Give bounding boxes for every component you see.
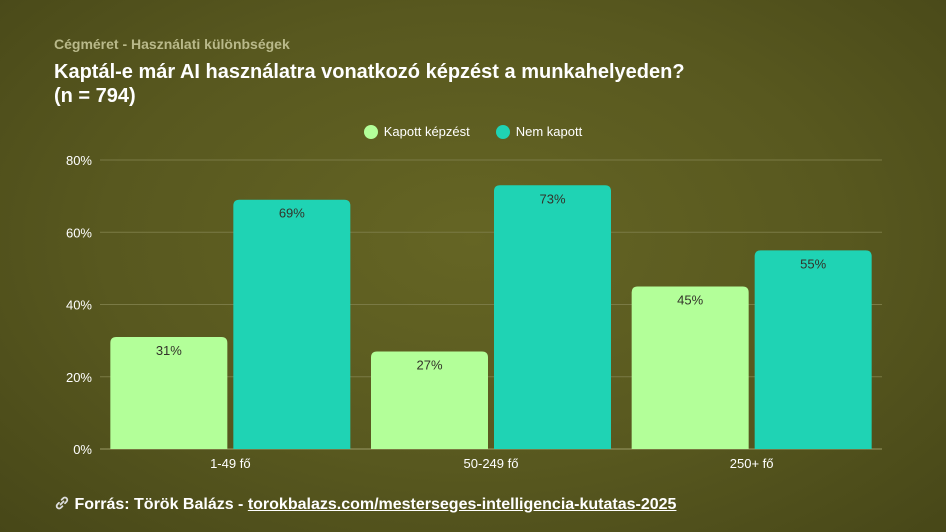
bar (233, 199, 351, 449)
data-label: 69% (279, 206, 305, 221)
legend-item-kapott: Kapott képzést (363, 124, 470, 139)
y-tick-label: 40% (66, 298, 92, 313)
chart-title: Kaptál-e már AI használatra vonatkozó ké… (54, 60, 814, 108)
chart-title-question: Kaptál-e már AI használatra vonatkozó ké… (54, 61, 685, 83)
x-tick-label: 1-49 fő (210, 456, 250, 471)
bar (754, 250, 872, 449)
bar (371, 351, 488, 449)
bar (494, 185, 611, 449)
chart-subtitle: Cégméret - Használati különbségek (54, 36, 290, 52)
legend-dot-kapott (363, 124, 378, 139)
data-label: 27% (416, 357, 442, 372)
legend-dot-nem-kapott (495, 124, 510, 139)
data-label: 55% (800, 256, 826, 271)
legend-label-kapott: Kapott képzést (383, 124, 470, 139)
data-label: 73% (539, 191, 565, 206)
bar (631, 286, 749, 449)
y-tick-label: 60% (66, 225, 92, 240)
source-link[interactable]: torokbalazs.com/mesterseges-intelligenci… (247, 496, 677, 513)
data-label: 31% (156, 343, 182, 358)
y-tick-label: 80% (66, 153, 92, 168)
source-footer: Forrás: Török Balázs - torokbalazs.com/m… (54, 496, 676, 514)
y-tick-label: 20% (66, 370, 92, 385)
legend-label-nem-kapott: Nem kapott (515, 124, 583, 139)
chart-title-sample-size: (n = 794) (54, 85, 136, 107)
bar (110, 337, 228, 449)
data-label: 45% (677, 292, 703, 307)
x-tick-label: 50-249 fő (464, 456, 519, 471)
x-tick-label: 250+ fő (730, 456, 774, 471)
legend-item-nem-kapott: Nem kapott (495, 124, 583, 139)
link-icon (54, 496, 74, 513)
chart-legend: Kapott képzést Nem kapott (0, 124, 946, 139)
source-prefix: Forrás: Török Balázs - (74, 496, 248, 513)
y-tick-label: 0% (73, 442, 92, 457)
